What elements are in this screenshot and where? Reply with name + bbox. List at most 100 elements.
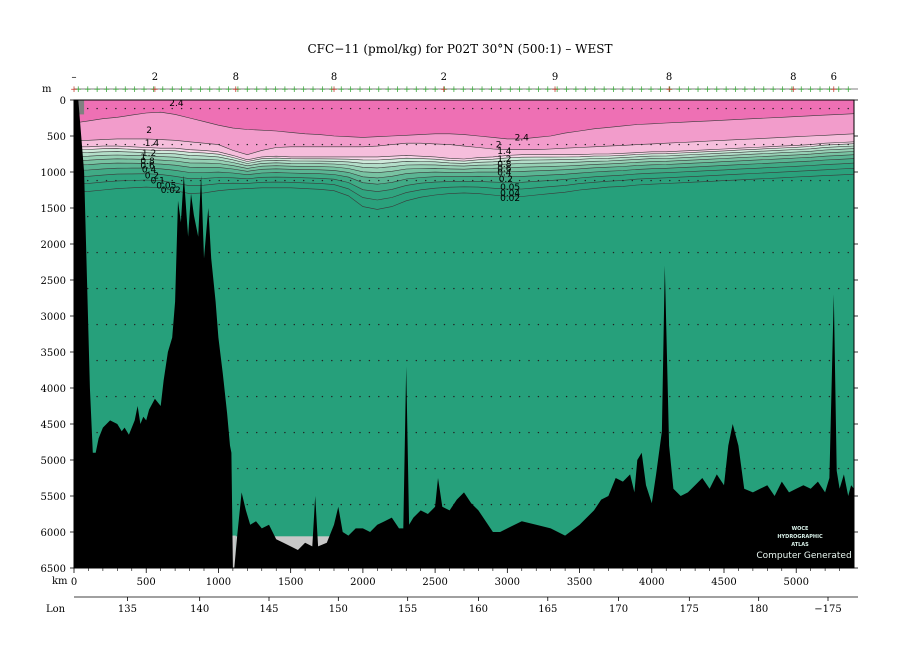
sample-dot [716,287,718,290]
sample-dot [547,107,549,110]
sample-dot [490,503,493,506]
sample-dot [678,323,680,326]
station-cross: + [403,85,411,95]
sample-dot [143,251,145,254]
sample-dot [594,215,596,218]
sample-dot [753,215,755,218]
lon-tick-label: −175 [814,604,841,615]
sample-dot [434,143,436,146]
sample-dot [331,323,333,326]
sample-dot [406,359,408,362]
sample-dot [772,431,774,434]
sample-dot [227,323,230,326]
sample-dot [265,107,267,110]
sample-dot [105,251,108,254]
sample-dot [556,467,558,470]
sample-dot [171,287,173,290]
sample-dot [678,287,680,290]
sample-dot [303,395,305,398]
sample-dot [697,323,699,326]
sample-dot [734,431,737,434]
sample-dot [425,215,427,218]
watermark-line-2: HYDROGRAPHIC [777,534,823,540]
sample-dot [359,143,361,146]
sample-dot [115,395,117,398]
sample-dot [312,503,314,506]
station-cross: + [431,85,439,95]
sample-dot [378,431,380,434]
sample-dot [415,359,417,362]
sample-dot [650,215,652,218]
sample-dot [312,287,314,290]
sample-dot [556,251,558,254]
station-cross: + [460,85,468,95]
sample-dot [209,107,211,110]
sample-dot [472,107,474,110]
sample-dot [800,143,802,146]
sample-dot [706,179,709,182]
sample-dot [387,107,389,110]
sample-dot [500,179,502,182]
sample-dot [396,215,399,218]
sample-dot [631,431,633,434]
sample-dot [396,359,399,362]
sample-dot [368,395,371,398]
sample-dot [387,323,389,326]
sample-dot [293,431,295,434]
sample-dot [584,107,586,110]
sample-dot [659,287,662,290]
sample-dot [274,179,277,182]
footer-text: Computer Generated [756,551,851,561]
sample-dot [124,359,127,362]
sample-dot [744,467,746,470]
sample-dot [490,107,493,110]
sample-dot [706,215,709,218]
sample-dot [453,251,455,254]
sample-dot [763,431,765,434]
sample-dot [134,359,136,362]
sample-dot [716,467,718,470]
sample-dot [190,143,192,146]
sample-dot [819,287,821,290]
station-cross: + [685,85,693,95]
sample-dot [331,503,333,506]
sample-dot [443,107,446,110]
sample-dot [556,395,558,398]
sample-dot [744,215,746,218]
sample-dot [472,215,474,218]
sample-dot [406,215,408,218]
contour-label: 0.02 [500,194,520,204]
sample-dot [500,359,502,362]
sample-dot [171,179,173,182]
sample-dot [265,395,267,398]
contour-label: 2 [496,141,502,151]
sample-dot [575,179,577,182]
sample-dot [650,107,652,110]
sample-dot [303,179,305,182]
contour-label: 0.05 [500,183,520,193]
sample-dot [312,323,314,326]
station-cross: + [244,85,252,95]
sample-dot [425,287,427,290]
sample-dot [687,215,690,218]
sample-dot [293,467,295,470]
contour-line-4 [73,145,855,165]
sample-dot [537,395,540,398]
sample-dot [434,215,436,218]
sample-dot [434,323,436,326]
sample-dot [791,359,793,362]
sample-dot [631,107,633,110]
sample-dot [622,179,624,182]
sample-dot [622,215,624,218]
sample-dot [791,251,793,254]
sample-dot [256,359,258,362]
sample-dot [237,467,239,470]
sample-dot [143,143,145,146]
sample-dot [453,395,455,398]
sample-dot [697,359,699,362]
station-cross: + [798,85,806,95]
sample-dot [828,395,831,398]
sample-dot [565,251,568,254]
sample-dot [443,467,446,470]
